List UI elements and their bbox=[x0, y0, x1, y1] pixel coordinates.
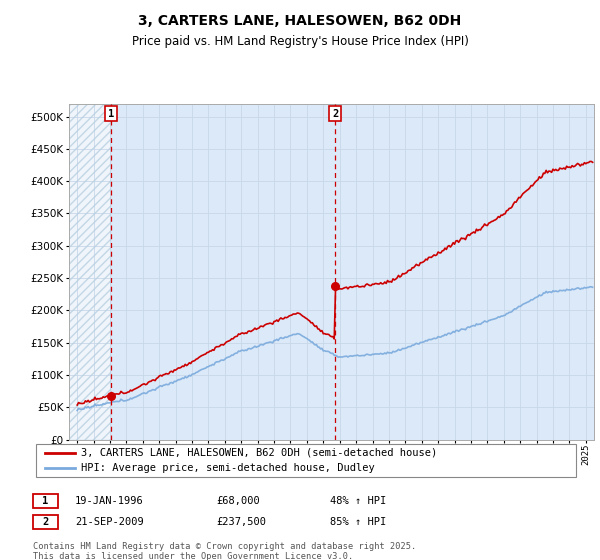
Text: 3, CARTERS LANE, HALESOWEN, B62 0DH: 3, CARTERS LANE, HALESOWEN, B62 0DH bbox=[139, 14, 461, 28]
Text: 85% ↑ HPI: 85% ↑ HPI bbox=[330, 517, 386, 527]
Text: 2: 2 bbox=[332, 109, 338, 119]
Text: 48% ↑ HPI: 48% ↑ HPI bbox=[330, 496, 386, 506]
Text: 21-SEP-2009: 21-SEP-2009 bbox=[75, 517, 144, 527]
Bar bbox=[69, 104, 111, 440]
Text: Price paid vs. HM Land Registry's House Price Index (HPI): Price paid vs. HM Land Registry's House … bbox=[131, 35, 469, 48]
Text: 19-JAN-1996: 19-JAN-1996 bbox=[75, 496, 144, 506]
Text: 2: 2 bbox=[43, 517, 49, 527]
Text: 1: 1 bbox=[108, 109, 114, 119]
Text: £68,000: £68,000 bbox=[216, 496, 260, 506]
Text: 3, CARTERS LANE, HALESOWEN, B62 0DH (semi-detached house): 3, CARTERS LANE, HALESOWEN, B62 0DH (sem… bbox=[81, 448, 437, 458]
Text: 1: 1 bbox=[43, 496, 49, 506]
Bar bbox=[69, 104, 111, 440]
Text: Contains HM Land Registry data © Crown copyright and database right 2025.
This d: Contains HM Land Registry data © Crown c… bbox=[33, 542, 416, 560]
Text: HPI: Average price, semi-detached house, Dudley: HPI: Average price, semi-detached house,… bbox=[81, 463, 375, 473]
Text: £237,500: £237,500 bbox=[216, 517, 266, 527]
